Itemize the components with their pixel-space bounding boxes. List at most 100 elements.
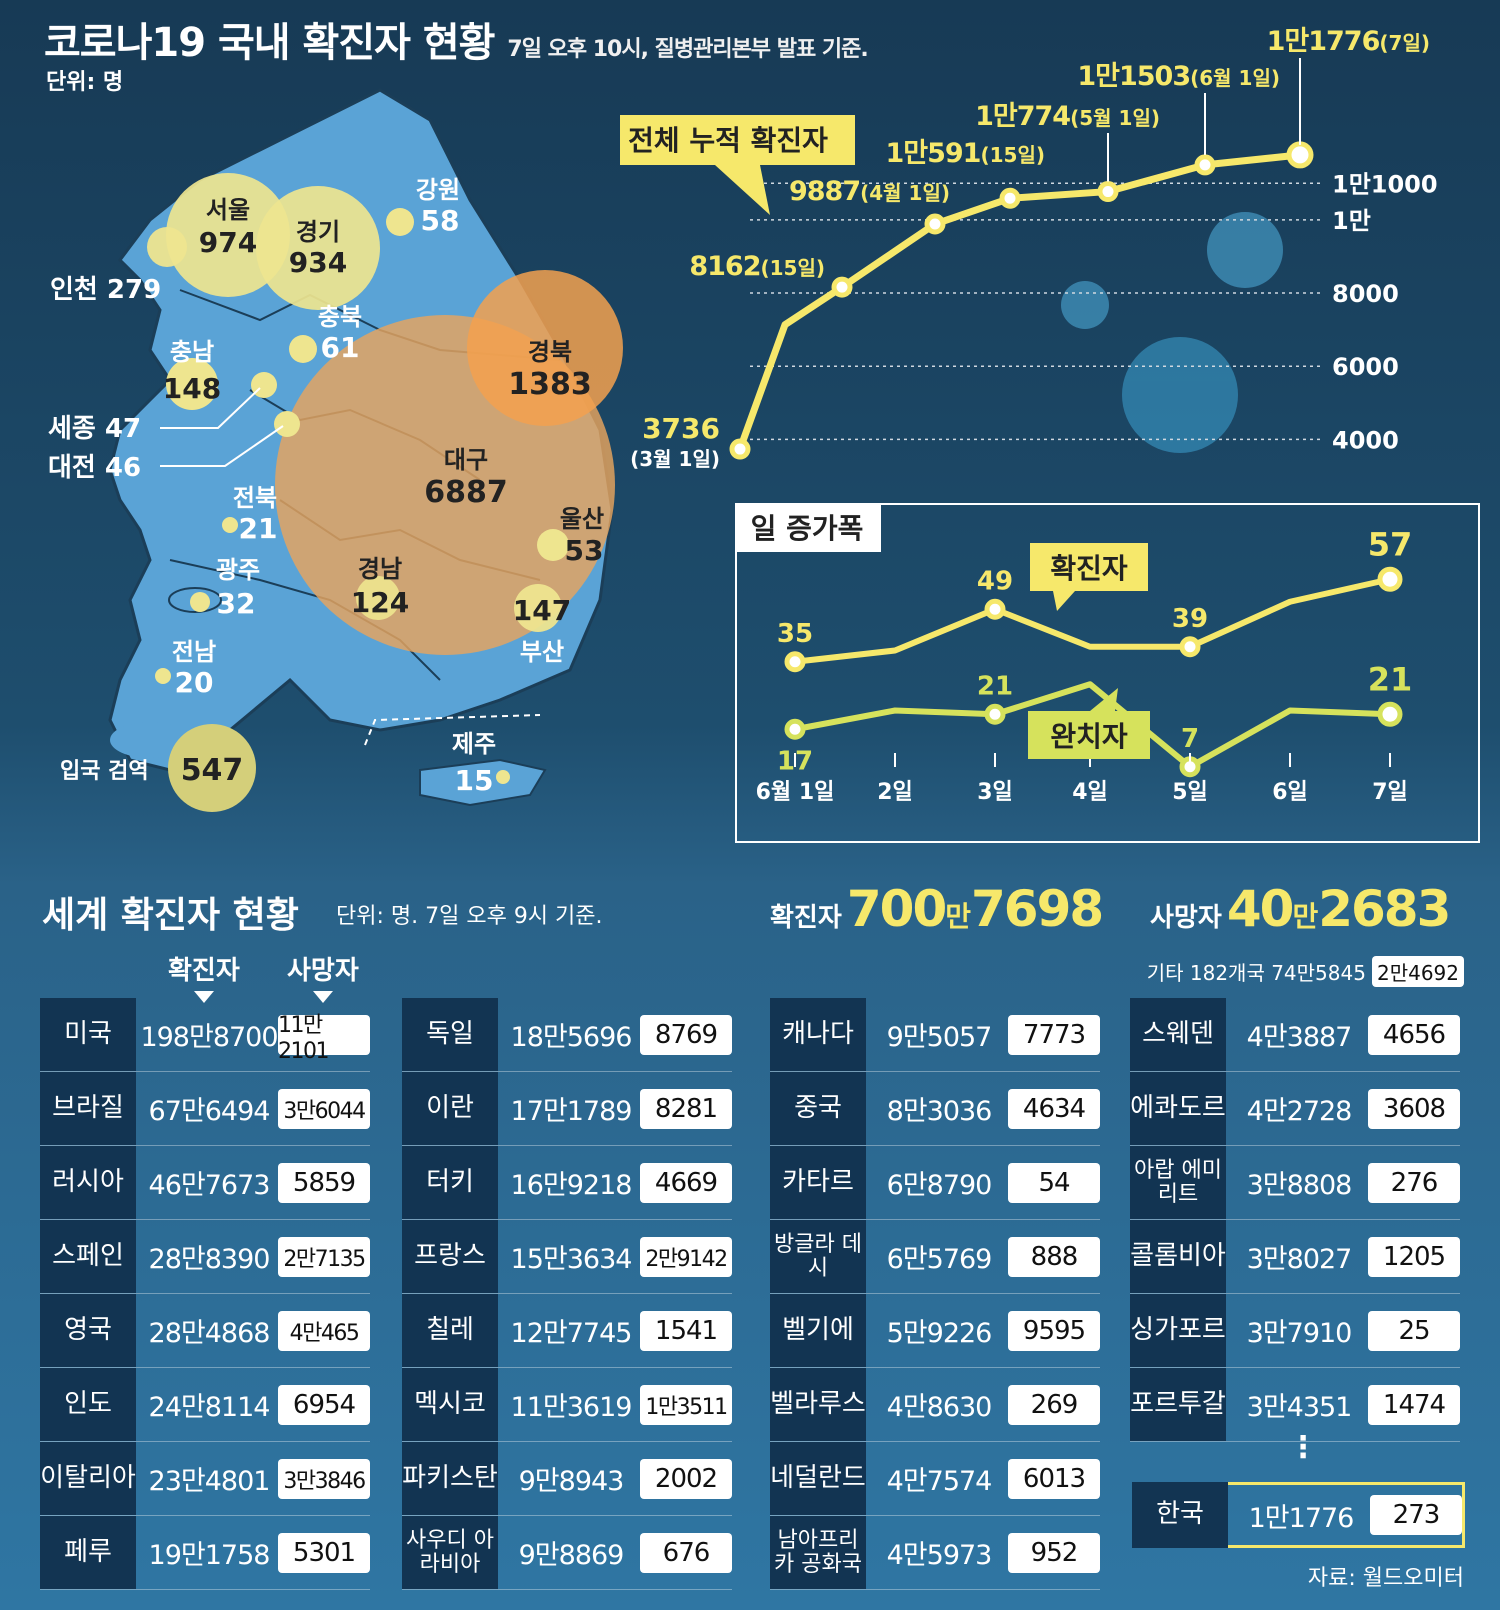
y-tick-label: 1만1000 xyxy=(1332,170,1438,198)
country-deaths: 1만3511 xyxy=(640,1385,732,1425)
label-busan-name: 부산 xyxy=(520,638,564,666)
world-confirmed-label: 확진자 xyxy=(770,903,842,933)
country-cases: 28만4868 xyxy=(148,1318,271,1349)
arrow-down-icon xyxy=(193,991,214,1003)
label-gyeongbuk-value: 1383 xyxy=(508,367,592,402)
daily-point xyxy=(1377,566,1403,592)
country-deaths: 25 xyxy=(1368,1311,1460,1351)
daily-point xyxy=(784,718,806,740)
bubble-chungbuk xyxy=(289,335,317,363)
bubble-jeju xyxy=(496,770,510,784)
country-name: 이란 xyxy=(402,1072,498,1145)
country-cases: 198만8700 xyxy=(140,1022,278,1053)
daily-chart-title: 일 증가폭 xyxy=(751,512,864,545)
table-row: 방글라 데시 6만5769 888 xyxy=(770,1220,1100,1294)
table-row: 멕시코 11만3619 1만3511 xyxy=(402,1368,732,1442)
country-cases: 4만5973 xyxy=(886,1540,993,1571)
point-label: 8162(15일) xyxy=(689,251,825,282)
korea-map: 서울 974 경기 934 인천 279 강원 58 충북 61 충남 148 … xyxy=(48,88,623,812)
country-deaths: 4656 xyxy=(1368,1015,1460,1055)
daily-point-label: 21 xyxy=(977,671,1013,701)
country-deaths: 4669 xyxy=(640,1163,732,1203)
table-row: 스페인 28만8390 2만7135 xyxy=(40,1220,370,1294)
point-label: 1만591(15일) xyxy=(885,138,1045,169)
source-note: 자료: 월드오미터 xyxy=(1307,1566,1464,1591)
bubble-jeonbuk xyxy=(222,517,238,533)
country-name: 사우디 아라비아 xyxy=(402,1516,498,1589)
table-row: 터키 16만9218 4669 xyxy=(402,1146,732,1220)
label-gyeongnam-value: 124 xyxy=(351,586,409,619)
korea-country: 한국 xyxy=(1132,1482,1228,1548)
label-jeju-value: 15 xyxy=(455,764,494,797)
country-deaths: 888 xyxy=(1008,1237,1100,1277)
legend-confirmed: 확진자 xyxy=(1030,543,1148,611)
x-tick-label: 6월 1일 xyxy=(756,780,835,805)
daily-point xyxy=(1179,636,1201,658)
daily-point-label: 39 xyxy=(1172,604,1208,634)
bubble-gyeongnam xyxy=(356,576,400,620)
label-daejeon: 대전 46 xyxy=(48,453,141,483)
country-name: 포르투갈 xyxy=(1130,1368,1226,1441)
daily-point-label: 7 xyxy=(1181,724,1199,754)
country-cases: 46만7673 xyxy=(148,1170,271,1201)
label-jeonnam-value: 20 xyxy=(175,666,214,699)
cumulative-point xyxy=(999,187,1021,209)
label-jeju-name: 제주 xyxy=(452,730,496,758)
country-name: 인도 xyxy=(40,1368,136,1441)
bubble-busan xyxy=(514,584,562,632)
point-label: 9887(4월 1일) xyxy=(789,176,950,207)
country-cases: 16만9218 xyxy=(510,1170,633,1201)
title-note: 7일 오후 10시, 질병관리본부 발표 기준. xyxy=(507,37,868,62)
country-cases: 18만5696 xyxy=(510,1022,633,1053)
country-deaths: 276 xyxy=(1368,1163,1460,1203)
label-jeonbuk-value: 21 xyxy=(239,512,278,545)
country-deaths: 5859 xyxy=(278,1163,370,1203)
x-tick-label: 3일 xyxy=(977,780,1013,805)
label-quarantine-value: 547 xyxy=(181,753,244,788)
bubble-gangwon xyxy=(386,208,414,236)
country-name: 네덜란드 xyxy=(770,1442,866,1515)
country-name: 미국 xyxy=(40,998,136,1071)
world-deaths-total: 사망자 40만2683 xyxy=(1150,880,1451,938)
country-cases: 28만8390 xyxy=(148,1244,271,1275)
world-note: 단위: 명. 7일 오후 9시 기준. xyxy=(336,904,603,929)
point-label-value: 3736 xyxy=(642,412,720,445)
cumulative-point xyxy=(924,213,946,235)
country-name: 독일 xyxy=(402,998,498,1071)
bubble-jeonnam xyxy=(155,668,171,684)
y-tick-label: 1만 xyxy=(1332,207,1371,235)
country-cases: 17만1789 xyxy=(510,1096,633,1127)
table-row: 파키스탄 9만8943 2002 xyxy=(402,1442,732,1516)
country-name: 스페인 xyxy=(40,1220,136,1293)
table-row: 에콰도르 4만2728 3608 xyxy=(1130,1072,1460,1146)
legend-confirmed-label: 확진자 xyxy=(1050,552,1128,585)
label-chungnam-value: 148 xyxy=(163,372,221,405)
country-deaths: 6013 xyxy=(1008,1459,1100,1499)
label-seoul-value: 974 xyxy=(199,226,257,259)
country-cases: 67만6494 xyxy=(148,1096,271,1127)
country-deaths: 4634 xyxy=(1008,1089,1100,1129)
country-deaths: 676 xyxy=(640,1533,732,1573)
country-deaths: 952 xyxy=(1008,1533,1100,1573)
country-name: 이탈리아 xyxy=(40,1442,136,1515)
table-row: 브라질 67만6494 3만6044 xyxy=(40,1072,370,1146)
country-deaths: 11만2101 xyxy=(278,1013,370,1064)
korea-highlight-box: 한국 1만1776 273 xyxy=(1132,1482,1465,1548)
table-row: 독일 18만5696 8769 xyxy=(402,998,732,1072)
table-row: 스웨덴 4만3887 4656 xyxy=(1130,998,1460,1072)
table-row: 중국 8만3036 4634 xyxy=(770,1072,1100,1146)
point-label: 1만1776(7일) xyxy=(1267,26,1430,57)
arrow-down-icon xyxy=(312,991,333,1003)
world-confirmed-a: 700 xyxy=(846,880,947,938)
x-tick-label: 4일 xyxy=(1072,780,1108,805)
table-row: 벨라루스 4만8630 269 xyxy=(770,1368,1100,1442)
country-name: 멕시코 xyxy=(402,1368,498,1441)
table-row: 영국 28만4868 4만465 xyxy=(40,1294,370,1368)
world-confirmed-man: 만 xyxy=(945,900,971,933)
country-name: 페루 xyxy=(40,1516,136,1589)
country-deaths: 3만3846 xyxy=(278,1459,370,1499)
y-tick-label: 4000 xyxy=(1332,426,1399,454)
table-row: 칠레 12만7745 1541 xyxy=(402,1294,732,1368)
table-row: 네덜란드 4만7574 6013 xyxy=(770,1442,1100,1516)
country-cases: 9만8869 xyxy=(518,1540,625,1571)
